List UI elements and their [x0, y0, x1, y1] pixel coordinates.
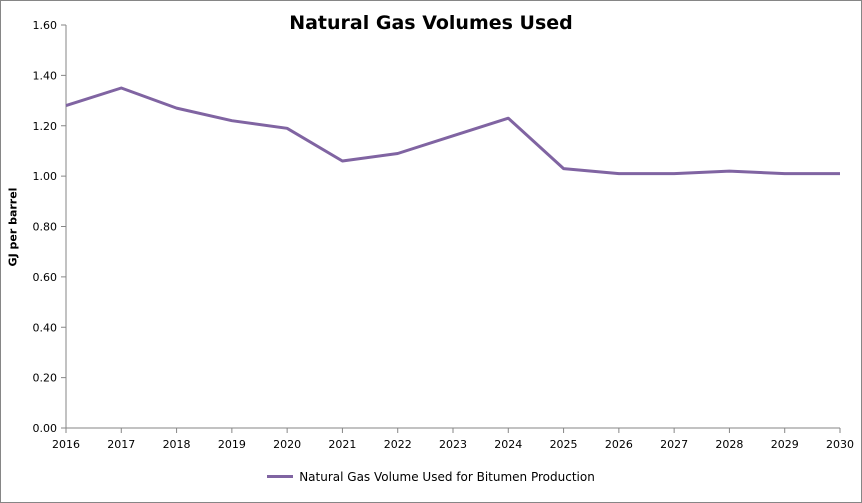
x-tick-label: 2024 — [494, 438, 522, 451]
y-tick-label: 1.40 — [33, 69, 58, 82]
series-lines — [65, 86, 840, 176]
y-tick-label: 0.00 — [33, 422, 58, 435]
x-tick-label: 2027 — [660, 438, 688, 451]
axes — [61, 24, 841, 433]
x-tick-label: 2023 — [439, 438, 467, 451]
chart-title: Natural Gas Volumes Used — [289, 12, 573, 34]
x-tick-label: 2028 — [715, 438, 743, 451]
x-tick-label: 2019 — [218, 438, 246, 451]
x-tick-label: 2022 — [384, 438, 412, 451]
legend-label: Natural Gas Volume Used for Bitumen Prod… — [299, 470, 595, 484]
legend-swatch — [267, 475, 294, 478]
x-tick-label: 2030 — [826, 438, 854, 451]
y-tick-label: 0.60 — [33, 271, 58, 284]
x-tick-labels: 2016 2017 2018 2019 2020 2021 2022 2023 2024 2025… — [52, 438, 854, 451]
y-tick-label: 0.40 — [33, 321, 58, 334]
x-tick-label: 2018 — [163, 438, 191, 451]
x-tick-label: 2021 — [328, 438, 356, 451]
x-tick-label: 2029 — [771, 438, 799, 451]
series-line — [65, 86, 840, 176]
y-tick-label: 1.60 — [33, 19, 58, 32]
y-tick-label: 0.20 — [33, 372, 58, 385]
x-tick-label: 2020 — [273, 438, 301, 451]
y-tick-label: 1.00 — [33, 170, 58, 183]
x-tick-label: 2017 — [107, 438, 135, 451]
x-tick-label: 2026 — [605, 438, 633, 451]
legend: Natural Gas Volume Used for Bitumen Prod… — [0, 470, 862, 484]
x-tick-label: 2025 — [550, 438, 578, 451]
y-tick-label: 0.80 — [33, 221, 58, 234]
x-tick-label: 2016 — [52, 438, 80, 451]
y-tick-label: 1.20 — [33, 120, 58, 133]
y-tick-labels: 0.00 0.20 0.40 0.60 0.80 1.00 1.20 1.40 1.60 — [33, 19, 58, 435]
